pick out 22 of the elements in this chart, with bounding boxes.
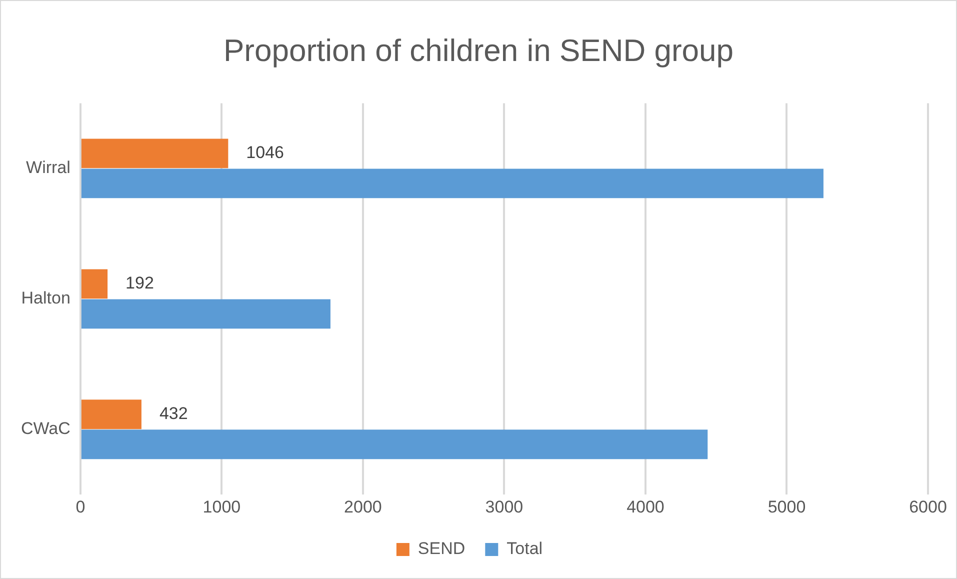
x-tick-label: 6000: [909, 497, 947, 516]
bar: [81, 400, 142, 430]
data-label: 1046: [246, 143, 284, 162]
bar: [81, 299, 330, 329]
x-tick-label: 3000: [485, 497, 524, 516]
data-label: 192: [126, 274, 154, 293]
x-tick-label: 1000: [202, 497, 241, 516]
y-tick-label: Wirral: [26, 158, 70, 178]
bar: [81, 430, 708, 460]
x-tick-label: 2000: [344, 497, 382, 516]
x-tick-label: 4000: [626, 497, 664, 516]
x-tick-label: 5000: [768, 497, 806, 516]
y-tick-label: CWaC: [20, 419, 70, 438]
bar: [81, 168, 824, 198]
bar: [81, 269, 108, 299]
x-tick-label: 0: [76, 497, 86, 516]
data-label: 432: [159, 404, 188, 424]
legend-label: Total: [506, 539, 543, 558]
bar: [81, 138, 228, 168]
legend-label: SEND: [418, 539, 466, 558]
y-tick-label: Halton: [21, 288, 70, 308]
chart-title: Proportion of children in SEND group: [222, 33, 735, 69]
